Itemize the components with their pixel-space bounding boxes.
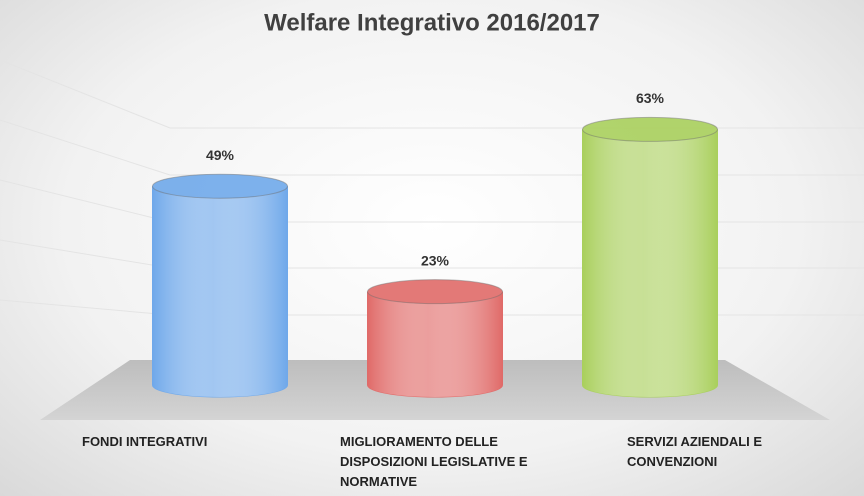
value-label: 49% — [206, 147, 235, 163]
bar-top — [582, 116, 718, 142]
x-tick-label: MIGLIORAMENTO DELLE DISPOSIZIONI LEGISLA… — [340, 434, 528, 489]
bar-shade — [367, 291, 503, 398]
value-label: 23% — [421, 252, 450, 268]
chart-title: Welfare Integrativo 2016/2017 — [264, 9, 600, 36]
value-label: 63% — [636, 90, 665, 106]
bar-top — [152, 173, 288, 199]
back-wall-lines — [0, 59, 864, 316]
bar-shade — [152, 186, 288, 398]
x-tick-label: SERVIZI AZIENDALI E CONVENZIONI — [627, 434, 763, 469]
bar-top — [367, 279, 503, 305]
x-tick-label: FONDI INTEGRATIVI — [82, 434, 208, 449]
bar-shade — [582, 129, 718, 398]
